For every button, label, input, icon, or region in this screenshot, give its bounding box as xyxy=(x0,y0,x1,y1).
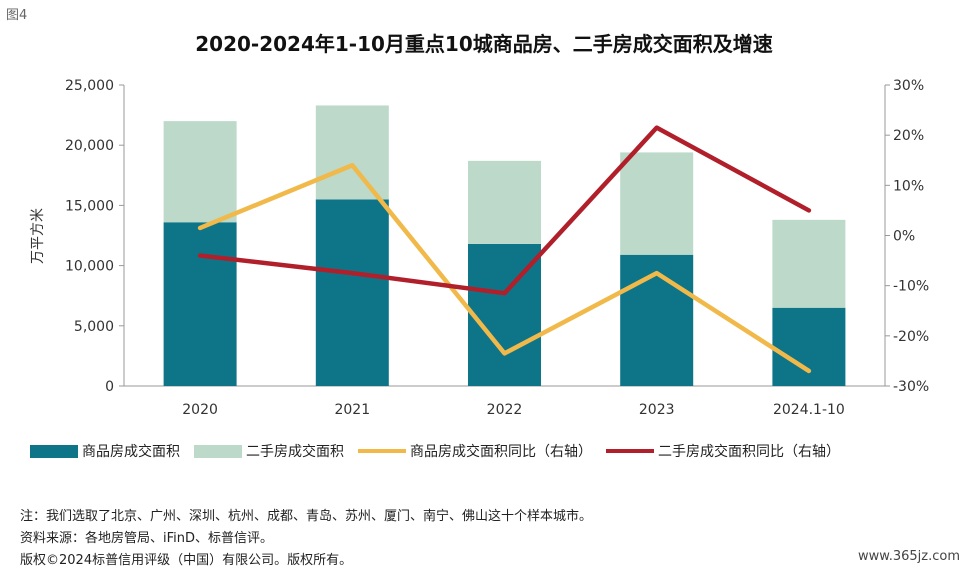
legend-swatch-second-yoy xyxy=(606,449,654,453)
legend-label-second-area: 二手房成交面积 xyxy=(246,444,344,460)
y-tick-label-left: 15,000 xyxy=(65,198,114,214)
bar-second-area xyxy=(315,105,389,200)
bar-second-area xyxy=(468,160,541,244)
x-tick-label: 2023 xyxy=(639,402,675,418)
legend-item-new-area: 商品房成交面积 xyxy=(30,441,180,461)
y-tick-label-right: 10% xyxy=(893,178,924,194)
bar-second-area xyxy=(772,219,846,308)
y-tick-label-right: -30% xyxy=(893,379,929,395)
line-new-yoy xyxy=(197,163,812,374)
y-tick-label-left: 0 xyxy=(105,379,114,395)
y-tick-label-right: -20% xyxy=(893,329,929,345)
legend-label-new-yoy: 商品房成交面积同比（右轴） xyxy=(410,444,592,460)
bar-second-area xyxy=(620,152,694,255)
y-tick-label-left: 20,000 xyxy=(65,138,114,154)
figure-label: 图4 xyxy=(6,8,28,23)
footnotes: 注：我们选取了北京、广州、深圳、杭州、成都、青岛、苏州、厦门、南宁、佛山这十个样… xyxy=(20,506,592,572)
y-axis-title: 万平方米 xyxy=(30,208,46,264)
footnote-sample: 注：我们选取了北京、广州、深圳、杭州、成都、青岛、苏州、厦门、南宁、佛山这十个样… xyxy=(20,509,593,524)
y-tick-label-right: 30% xyxy=(893,78,924,94)
y-tick-label-right: 0% xyxy=(893,229,915,245)
legend-item-new-yoy: 商品房成交面积同比（右轴） xyxy=(358,441,592,461)
legend-swatch-second-area xyxy=(194,444,242,458)
bar-new-area xyxy=(163,222,237,386)
legend-label-second-yoy: 二手房成交面积同比（右轴） xyxy=(658,444,840,460)
legend-swatch-new-yoy xyxy=(358,449,406,453)
footnote-copyright: 版权©2024标普信用评级（中国）有限公司。版权所有。 xyxy=(20,553,353,568)
bar-new-area xyxy=(315,199,389,386)
y-tick-label-left: 25,000 xyxy=(65,78,114,94)
x-tick-label: 2021 xyxy=(334,402,370,418)
x-tick-label: 2022 xyxy=(487,402,523,418)
legend-item-second-yoy: 二手房成交面积同比（右轴） xyxy=(606,441,840,461)
y-tick-label-left: 10,000 xyxy=(65,259,114,275)
bar-new-area xyxy=(772,307,846,386)
legend: 商品房成交面积 二手房成交面积 商品房成交面积同比（右轴） 二手房成交面积同比（… xyxy=(30,441,840,461)
bar-second-area xyxy=(163,121,237,223)
footnote-source: 资料来源：各地房管局、iFinD、标普信评。 xyxy=(20,531,274,546)
bar-new-area xyxy=(620,254,694,386)
legend-swatch-new-area xyxy=(30,444,78,458)
y-tick-label-right: 20% xyxy=(893,128,924,144)
line-second-yoy xyxy=(197,125,812,296)
y-tick-label-left: 5,000 xyxy=(74,319,114,335)
legend-item-second-area: 二手房成交面积 xyxy=(194,441,344,461)
legend-label-new-area: 商品房成交面积 xyxy=(82,444,180,460)
watermark: www.365jz.com xyxy=(858,549,960,564)
chart: 0 5,000 10,000 15,000 20,000 25,000 -30% -20% -1… xyxy=(30,78,929,418)
x-tick-label: 2020 xyxy=(182,402,218,418)
x-tick-label: 2024.1-10 xyxy=(773,402,845,418)
chart-title: 2020-2024年1-10月重点10城商品房、二手房成交面积及增速 xyxy=(195,32,773,56)
y-tick-label-right: -10% xyxy=(893,279,929,295)
